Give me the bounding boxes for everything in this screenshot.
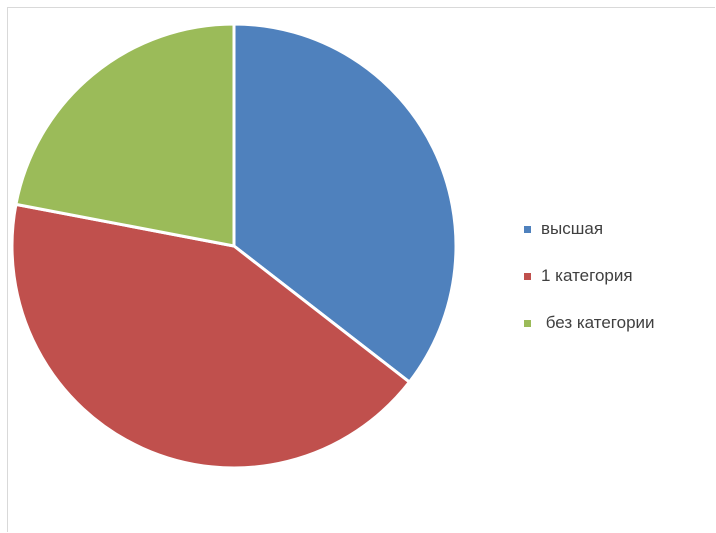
legend-item-first-category: 1 категория — [524, 264, 714, 288]
legend-swatch-vysshaya — [524, 225, 531, 233]
legend-item-vysshaya: высшая — [524, 217, 714, 241]
pie-slice-no-category — [14, 22, 236, 248]
legend-swatch-no-category — [524, 319, 531, 327]
pie-slices — [10, 22, 458, 470]
legend-label-no-category: без категории — [541, 313, 655, 332]
legend-swatch-first-category — [524, 272, 531, 280]
legend-label-vysshaya: высшая — [541, 219, 604, 238]
pie-slice-vysshaya — [232, 22, 458, 384]
pie-slice-first-category — [10, 202, 411, 470]
legend-item-no-category: без категории — [524, 311, 714, 335]
legend-label-first-category: 1 категория — [541, 266, 633, 285]
chart-legend: высшая 1 категория без категории — [524, 217, 714, 358]
